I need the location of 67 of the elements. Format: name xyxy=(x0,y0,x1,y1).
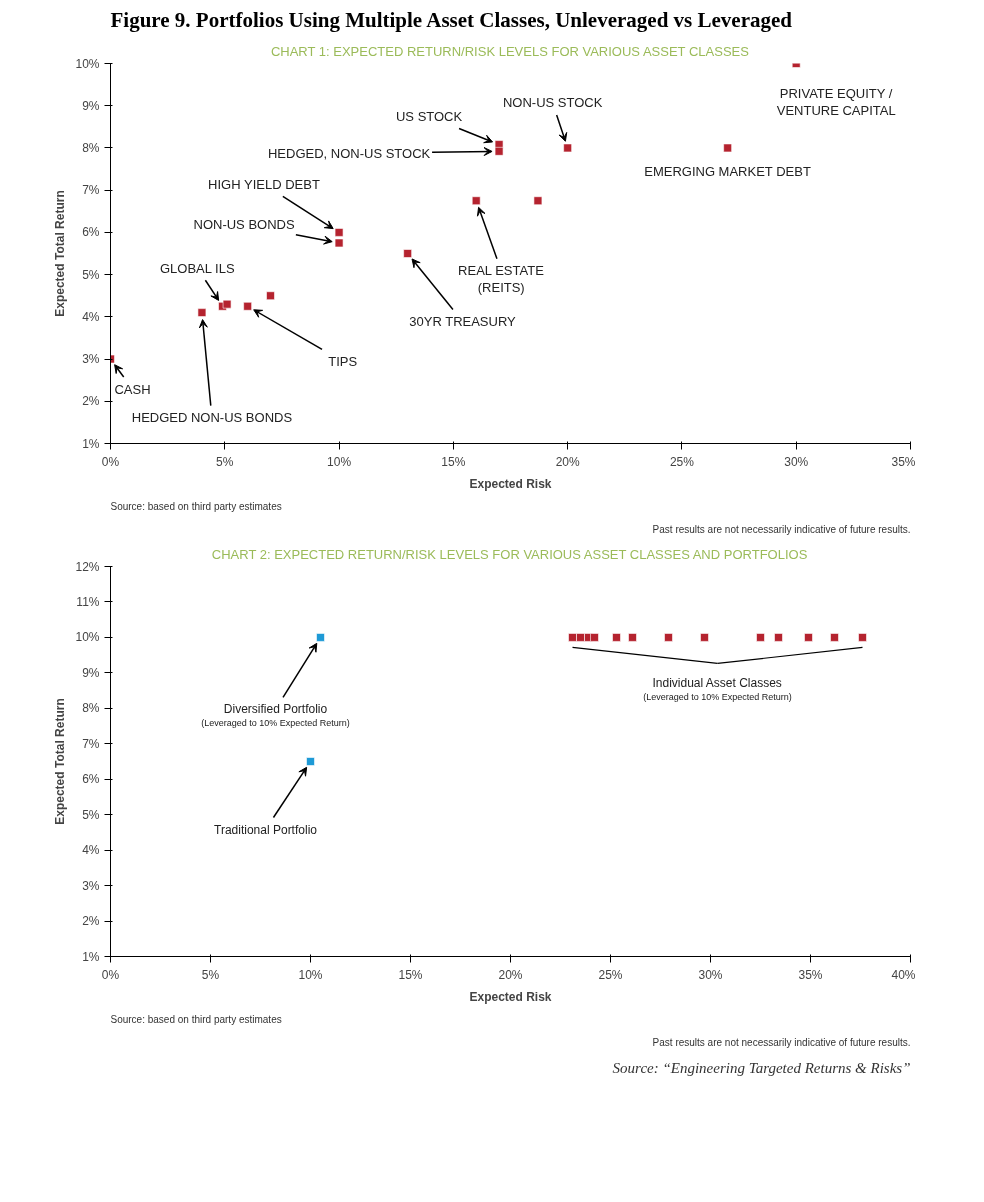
y-tick-label: 2% xyxy=(82,394,100,409)
y-tick-label: 7% xyxy=(82,183,100,198)
x-tick-label: 30% xyxy=(698,967,723,982)
y-tick-label: 2% xyxy=(82,914,100,929)
x-tick-label: 15% xyxy=(398,967,423,982)
annotation: REAL ESTATE (REITS) xyxy=(458,263,545,296)
annotation: NON-US BONDS xyxy=(193,217,295,233)
x-tick-label: 0% xyxy=(101,454,120,469)
chart-title: Figure 9. Portfolios Using Multiple Asset Classes, Unleveraged vs Leveraged xyxy=(110,7,793,32)
y-tick-label: 3% xyxy=(82,352,100,367)
text: Past results are not necessarily indicative of future results. xyxy=(652,523,911,535)
x-tick-label: 30% xyxy=(784,454,809,469)
annotation: GLOBAL ILS xyxy=(159,260,235,276)
y-tick-label: 10% xyxy=(75,630,100,645)
y-tick-label: 9% xyxy=(82,98,100,113)
source-note: Source: “Engineering Targeted Returns & Risks” xyxy=(612,1059,911,1076)
y-axis-title: Expected Total Return xyxy=(53,698,68,825)
y-axis-title: Expected Total Return xyxy=(53,190,68,317)
y-tick-label: 5% xyxy=(82,267,100,282)
annotation: TIPS xyxy=(328,353,358,369)
annotation: Diversified Portfolio (Leveraged to 10% Expected Return) xyxy=(201,702,350,729)
chart-title: CHART 2: EXPECTED RETURN/RISK LEVELS FOR VARIOUS ASSET CLASSES AND PORTFOLIOS xyxy=(211,546,808,562)
x-tick-label: 15% xyxy=(441,454,466,469)
chart-subtitle: CHART 1: EXPECTED RETURN/RISK LEVELS FOR VARIOUS ASSET CLASSES xyxy=(270,43,750,59)
y-tick-label: 5% xyxy=(82,807,100,822)
x-axis-title: Expected Risk xyxy=(469,989,552,1004)
y-tick-label: 6% xyxy=(82,225,100,240)
annotation: HEDGED, NON-US STOCK xyxy=(267,145,431,161)
text: Past results are not necessarily indicative of future results. xyxy=(652,1036,911,1048)
annotation: 30YR TREASURY xyxy=(409,314,517,329)
y-tick-label: 11% xyxy=(76,594,100,609)
y-tick-label: 9% xyxy=(82,665,100,680)
annotation: US STOCK xyxy=(395,109,463,125)
x-tick-label: 35% xyxy=(891,454,916,469)
annotation: CASH xyxy=(114,381,151,397)
y-tick-label: 10% xyxy=(75,56,100,71)
source-note: Source: based on third party estimates xyxy=(110,1013,282,1025)
x-tick-label: 40% xyxy=(891,967,916,982)
y-tick-label: 1% xyxy=(82,436,100,451)
annotation: Traditional Portfolio xyxy=(214,822,318,837)
x-tick-label: 10% xyxy=(327,454,352,469)
y-tick-label: 4% xyxy=(82,843,100,858)
x-tick-label: 0% xyxy=(101,967,120,982)
y-tick-label: 7% xyxy=(82,736,100,751)
x-axis-title: Expected Risk xyxy=(469,476,552,491)
x-tick-label: 25% xyxy=(598,967,623,982)
annotation: HIGH YIELD DEBT xyxy=(208,176,320,192)
x-tick-label: 20% xyxy=(498,967,523,982)
y-tick-label: 4% xyxy=(82,309,100,324)
y-tick-label: 3% xyxy=(82,878,100,893)
x-tick-label: 5% xyxy=(201,967,220,982)
annotation: PRIVATE EQUITY / VENTURE CAPITAL xyxy=(776,86,896,118)
x-tick-label: 10% xyxy=(298,967,323,982)
y-tick-label: 12% xyxy=(75,559,100,574)
annotation: HEDGED NON-US BONDS xyxy=(131,410,293,426)
y-tick-label: 1% xyxy=(82,949,100,964)
x-tick-label: 35% xyxy=(798,967,823,982)
y-tick-label: 8% xyxy=(82,701,100,716)
y-tick-label: 8% xyxy=(82,140,100,155)
annotation: NON-US STOCK xyxy=(502,95,603,111)
annotation: EMERGING MARKET DEBT xyxy=(644,164,811,180)
x-tick-label: 20% xyxy=(555,454,580,469)
annotation: Individual Asset Classes (Leveraged to 10% Expected Return) xyxy=(643,676,792,703)
source-note: Source: based on third party estimates xyxy=(110,500,282,512)
x-tick-label: 25% xyxy=(669,454,695,469)
x-tick-label: 5% xyxy=(216,454,234,469)
y-tick-label: 6% xyxy=(82,772,100,787)
